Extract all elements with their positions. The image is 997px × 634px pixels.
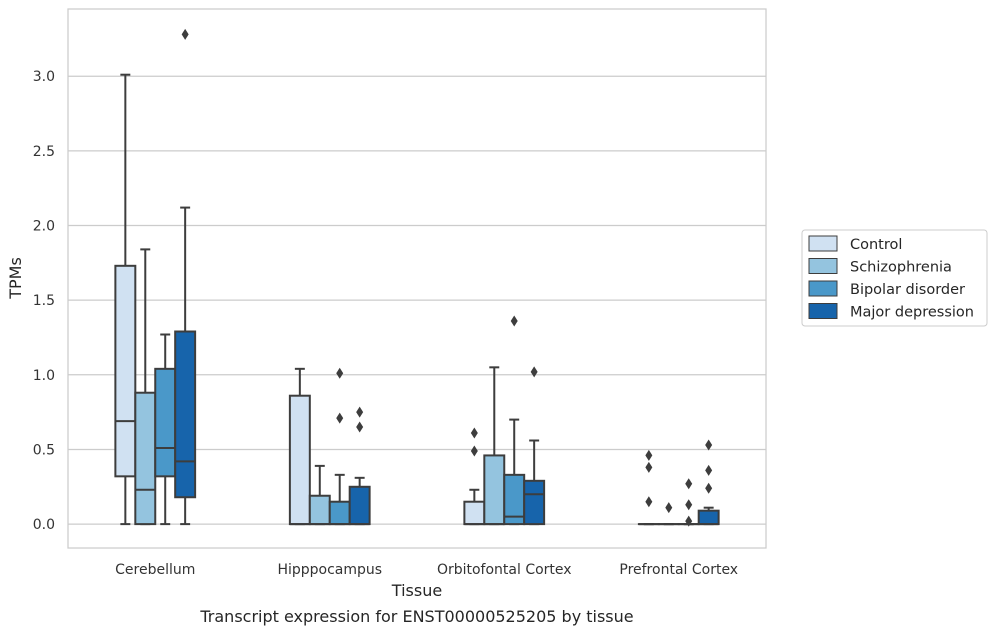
legend-swatch <box>808 235 838 252</box>
box-group <box>154 333 177 526</box>
outlier-point <box>705 439 713 451</box>
y-tick-label: 2.5 <box>33 144 55 160</box>
box-group <box>523 366 546 526</box>
outlier-point <box>685 478 693 490</box>
x-axis-ticks: Cerebellum Hipppocampus Orbitofontal Corte… <box>115 562 738 578</box>
legend-swatch <box>808 258 838 274</box>
y-tick-label: 0.5 <box>33 442 55 458</box>
box-series <box>114 28 720 527</box>
outlier-point <box>356 406 364 418</box>
x-tick-label: Cerebellum <box>115 562 195 578</box>
y-tick-label: 2.0 <box>33 218 55 234</box>
outlier-point <box>705 464 713 476</box>
outlier-point <box>336 367 344 379</box>
box-group <box>288 367 311 526</box>
x-tick-label: Hipppocampus <box>277 562 382 578</box>
box-group <box>174 28 197 526</box>
box <box>288 394 311 526</box>
box-group <box>677 478 700 527</box>
y-tick-label: 1.5 <box>33 293 55 309</box>
y-tick-label: 0.0 <box>33 517 55 533</box>
outlier-point <box>530 366 538 378</box>
outlier-point <box>685 499 693 511</box>
box <box>348 485 371 526</box>
x-tick-label: Orbitofontal Cortex <box>437 562 572 578</box>
legend-label: Bipolar disorder <box>850 282 965 298</box>
legend-label: Major depression <box>850 305 974 321</box>
box <box>114 264 137 478</box>
box-group <box>348 406 371 526</box>
outlier-point <box>470 427 478 439</box>
box <box>308 494 331 526</box>
box <box>483 454 506 526</box>
box-group <box>697 439 720 526</box>
legend-swatch <box>808 303 838 319</box>
outlier-point <box>470 445 478 457</box>
outlier-point <box>510 315 518 327</box>
x-tick-label: Prefrontal Cortex <box>619 562 738 578</box>
box <box>523 479 546 526</box>
box <box>134 391 157 526</box>
box-group <box>657 502 680 526</box>
y-axis-label: TPMs <box>6 257 25 300</box>
chart-caption: Transcript expression for ENST0000052520… <box>199 607 633 626</box>
outlier-point <box>181 28 189 40</box>
outlier-point <box>336 412 344 424</box>
outlier-point <box>685 515 693 527</box>
outlier-point <box>705 482 713 494</box>
box-group <box>114 73 137 526</box>
outlier-point <box>645 496 653 508</box>
legend-label: Schizophrenia <box>850 260 952 276</box>
outlier-point <box>645 461 653 473</box>
x-axis-label: Tissue <box>391 581 442 600</box>
legend: Control Schizophrenia Bipolar disorder Majo… <box>801 229 988 327</box>
box <box>154 367 177 478</box>
y-tick-label: 3.0 <box>33 69 55 85</box>
legend-frame <box>801 229 988 327</box>
outlier-point <box>356 421 364 433</box>
legend-swatch <box>808 280 838 297</box>
box-group <box>463 427 486 526</box>
plot-frame <box>67 8 767 549</box>
box-group <box>308 464 331 526</box>
y-axis-ticks: 0.0 0.5 1.0 1.5 2.0 2.5 3.0 <box>33 69 55 533</box>
box <box>328 500 351 526</box>
outlier-point <box>645 449 653 461</box>
box-group <box>637 449 660 526</box>
box <box>174 330 197 499</box>
box <box>463 500 486 526</box>
outlier-point <box>665 502 673 514</box>
legend-label: Control <box>850 237 902 253</box>
box-group <box>503 315 526 526</box>
y-tick-label: 1.0 <box>33 368 55 384</box>
box <box>697 509 720 526</box>
